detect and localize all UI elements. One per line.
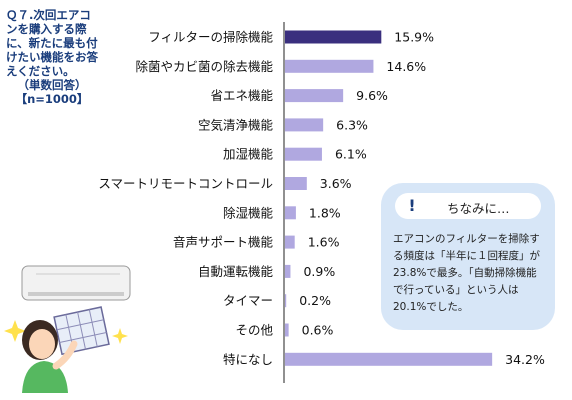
bar-5 [285, 147, 322, 161]
value-label: 14.6% [386, 59, 426, 74]
bar-8 [285, 235, 295, 249]
question-answer-type: （単数回答） [17, 78, 87, 92]
question-text: Ｑ７.次回エアコンを購入する際に、新たに最も付けたい機能をお答えください。 （単… [6, 8, 98, 106]
category-label: フィルターの掃除機能 [148, 30, 273, 45]
bar-7 [285, 206, 296, 220]
person-cleaning-filter-illustration [4, 265, 131, 393]
value-label: 15.9% [394, 30, 434, 45]
bar-12 [285, 352, 493, 366]
note-header: ! ちなみに… [395, 193, 541, 219]
bar-1 [285, 30, 382, 44]
category-label: スマートリモートコントロール [98, 176, 273, 191]
category-label: タイマー [223, 293, 273, 308]
bar-3 [285, 89, 344, 103]
value-label: 34.2% [505, 352, 545, 367]
bar-11 [285, 323, 289, 337]
category-label: 自動運転機能 [198, 264, 274, 279]
bar-9 [285, 264, 291, 278]
value-label: 0.9% [303, 264, 335, 279]
value-label: 3.6% [320, 176, 352, 191]
value-label: 6.1% [335, 147, 367, 162]
category-label: 特になし [223, 352, 273, 367]
value-label: 6.3% [336, 117, 368, 132]
bar-4 [285, 118, 324, 132]
bar-10 [285, 294, 287, 308]
exclamation-icon: ! [408, 196, 416, 215]
category-label: 空気清浄機能 [198, 117, 274, 132]
note-body: エアコンのフィルターを掃除する頻度は「半年に１回程度」が23.8%で最多。「自動… [393, 233, 540, 313]
bar-2 [285, 59, 374, 73]
value-label: 0.2% [299, 293, 331, 308]
value-label: 1.8% [309, 205, 341, 220]
value-label: 9.6% [356, 88, 388, 103]
category-label: 音声サポート機能 [173, 235, 274, 250]
value-label: 1.6% [308, 235, 340, 250]
value-label: 0.6% [302, 323, 334, 338]
bar-6 [285, 177, 307, 190]
category-label: 除菌やカビ菌の除去機能 [135, 59, 273, 74]
category-label: 省エネ機能 [210, 88, 273, 103]
note-box: ! ちなみに… エアコンのフィルターを掃除する頻度は「半年に１回程度」が23.8… [381, 183, 555, 330]
category-label: 加湿機能 [223, 147, 274, 162]
note-title: ちなみに… [447, 201, 510, 216]
question-sample-size: 【n=1000】 [15, 92, 89, 106]
question-prompt: Ｑ７.次回エアコンを購入する際に、新たに最も付けたい機能をお答えください。 [6, 8, 98, 78]
category-label: その他 [235, 323, 273, 338]
category-label: 除湿機能 [223, 205, 274, 220]
